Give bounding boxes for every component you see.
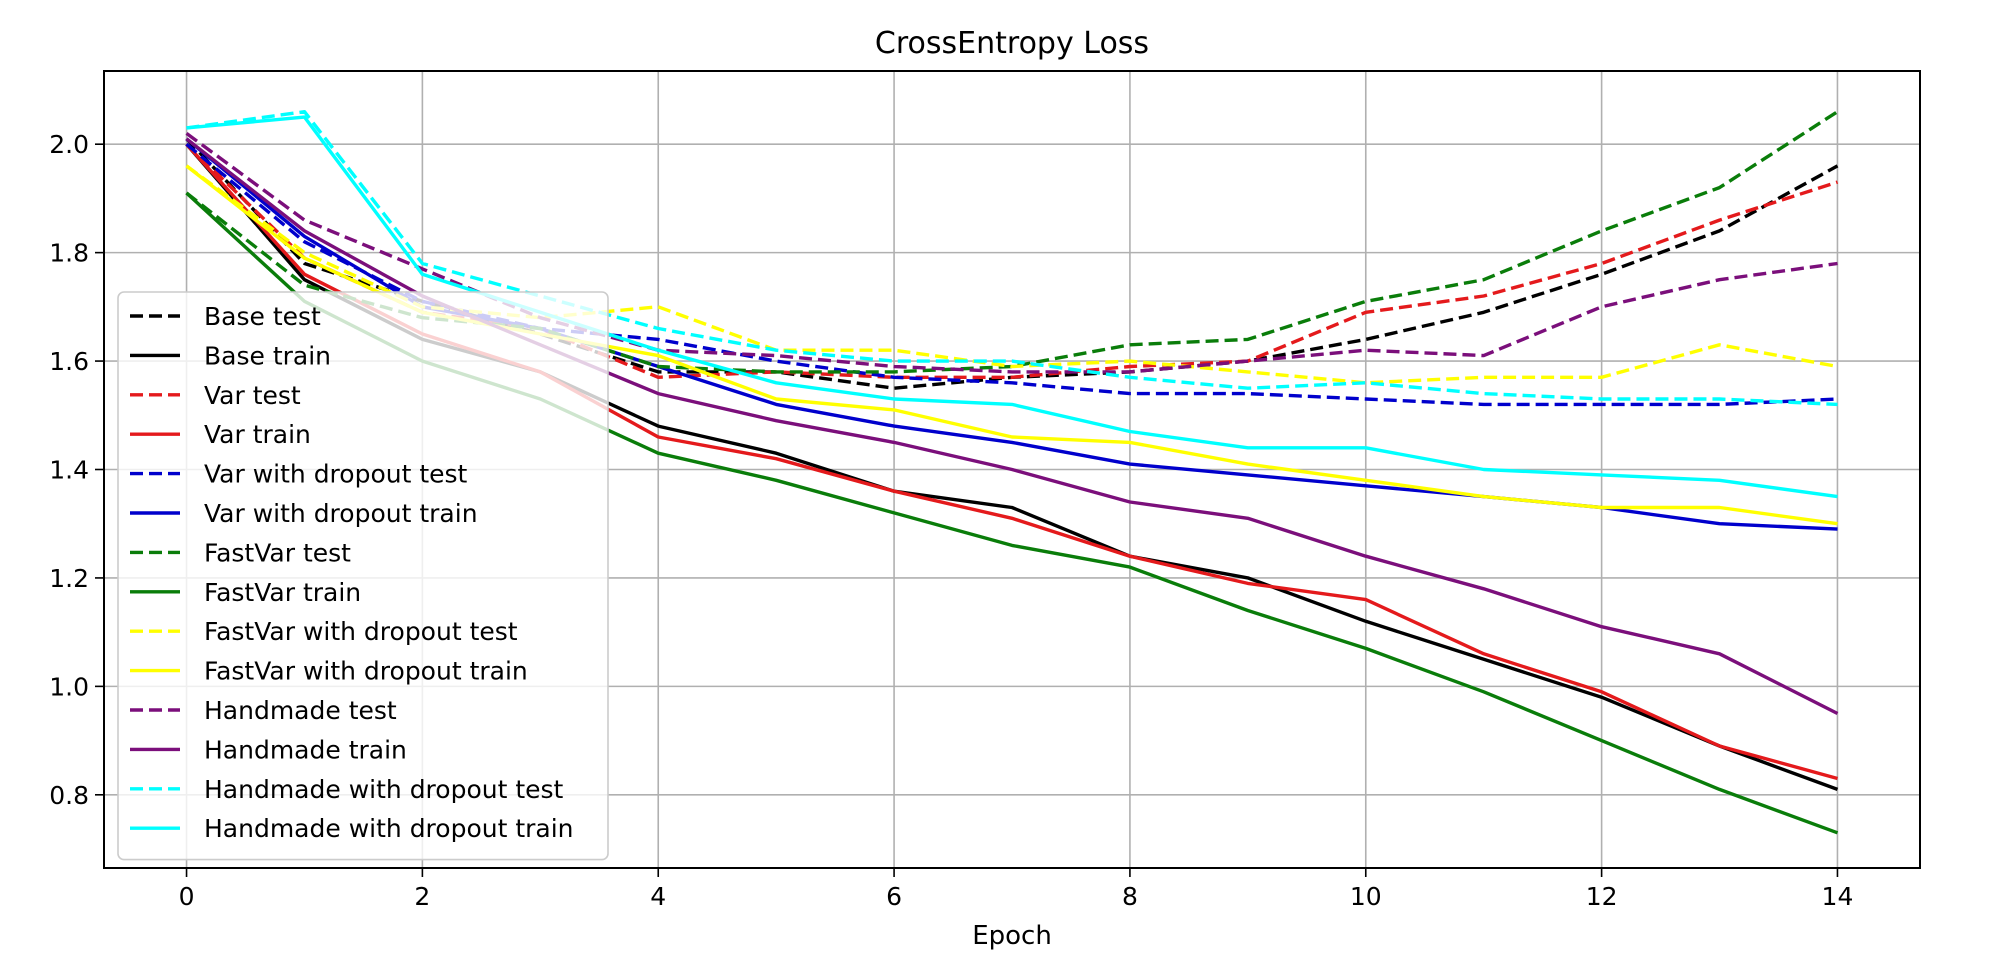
y-tick-label: 0.8 (49, 781, 89, 810)
series-line-10 (185, 132, 1838, 374)
x-axis-label: Epoch (972, 921, 1052, 951)
legend-label: Var test (204, 381, 301, 410)
series-line-13 (186, 115, 1838, 499)
legend-label: Handmade test (204, 696, 397, 725)
y-tick-label: 1.0 (49, 672, 89, 701)
y-tick-label: 1.2 (49, 564, 89, 593)
legend-label: Handmade train (204, 735, 407, 764)
legend-label: Base train (204, 341, 331, 370)
x-tick-label: 2 (414, 882, 430, 911)
y-axis: 0.8 1.0 1.2 1.4 1.6 1.8 2.0 (49, 130, 104, 810)
x-tick-label: 8 (1122, 882, 1138, 911)
x-tick-label: 14 (1822, 882, 1854, 911)
y-tick-label: 2.0 (49, 130, 89, 159)
legend-label: Var with dropout train (204, 499, 478, 528)
legend-label: Handmade with dropout train (204, 814, 574, 843)
x-tick-label: 6 (886, 882, 902, 911)
legend: Base test Base train Var test Var train Var … (117, 291, 609, 861)
legend-box (117, 291, 609, 861)
x-axis: 0 2 4 6 8 10 12 14 (179, 868, 1854, 911)
legend-label: Base test (204, 302, 321, 331)
series-line-12 (186, 109, 1838, 407)
legend-label: Handmade with dropout test (204, 775, 564, 804)
chart-title: CrossEntropy Loss (875, 26, 1149, 61)
legend-label: FastVar test (204, 538, 351, 567)
x-tick-label: 12 (1586, 882, 1618, 911)
x-tick-label: 10 (1350, 882, 1382, 911)
y-tick-label: 1.4 (49, 456, 89, 485)
legend-label: FastVar train (204, 578, 361, 607)
legend-label: FastVar with dropout test (204, 617, 518, 646)
legend-label: Var train (204, 420, 311, 449)
legend-label: FastVar with dropout train (204, 657, 528, 686)
legend-label: Var with dropout test (204, 460, 468, 489)
y-tick-label: 1.8 (49, 239, 89, 268)
x-tick-label: 0 (179, 882, 195, 911)
x-tick-label: 4 (650, 882, 666, 911)
y-tick-label: 1.6 (49, 347, 89, 376)
